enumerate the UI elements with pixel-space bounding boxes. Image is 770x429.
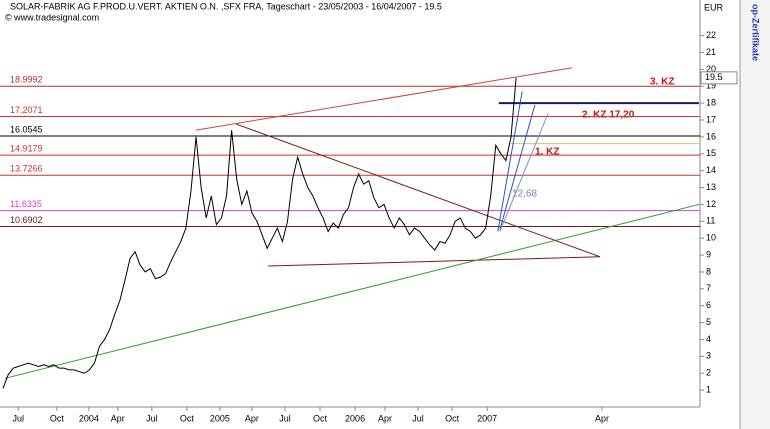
y-tick-label: 17: [706, 114, 716, 124]
trendline: [499, 104, 536, 230]
x-tick-label: Jul: [146, 413, 158, 423]
annotation: 12,68: [512, 189, 537, 200]
y-tick-label: 16: [706, 131, 716, 141]
side-label: op-Zertifikate: [751, 4, 761, 61]
y-tick-label: 20: [706, 64, 716, 74]
y-tick-label: 19: [706, 81, 716, 91]
price-line: [2, 77, 517, 389]
y-tick-label: 11: [706, 216, 715, 226]
y-tick-label: 21: [706, 47, 716, 57]
x-tick-label: Apr: [378, 413, 392, 423]
x-tick-label: Oct: [180, 413, 195, 423]
trendline: [236, 123, 601, 258]
y-tick-label: 15: [706, 148, 716, 158]
x-tick-label: Oct: [313, 413, 328, 423]
y-tick-label: 8: [706, 266, 711, 276]
annotation: 1. KZ: [535, 147, 559, 158]
y-tick-label: 10: [706, 233, 716, 243]
trendline: [195, 67, 573, 131]
side-panel: [740, 0, 770, 429]
y-tick-label: 2: [706, 368, 711, 378]
y-tick-label: 13: [706, 182, 716, 192]
x-tick-label: Apr: [245, 413, 259, 423]
level-label: 13.7266: [10, 164, 43, 174]
x-tick-label: Oct: [50, 413, 65, 423]
x-tick-label: Jul: [12, 413, 24, 423]
x-tick-label: 2004: [79, 413, 99, 423]
y-tick-label: 9: [706, 249, 711, 259]
x-tick-label: Apr: [595, 413, 609, 423]
y-tick-label: 4: [706, 334, 711, 344]
y-tick-label: 6: [706, 300, 711, 310]
x-tick-label: Jul: [279, 413, 291, 423]
level-label: 10.6902: [10, 215, 43, 225]
y-tick-label: 5: [706, 317, 711, 327]
annotation: 2. KZ 17,20: [582, 110, 635, 121]
y-tick-label: 18: [706, 98, 716, 108]
annotation: 3. KZ: [650, 77, 674, 88]
x-tick-label: Apr: [111, 413, 125, 423]
level-label: 18.9992: [10, 75, 43, 85]
last-price-label: 19.5: [705, 72, 723, 82]
credit: © www.tradesignal.com: [5, 12, 99, 22]
level-label: 17.2071: [10, 105, 43, 115]
y-tick-label: 7: [706, 283, 711, 293]
trendline: [499, 113, 549, 232]
y-tick-label: 14: [706, 165, 716, 175]
trendline: [4, 203, 700, 379]
x-tick-label: 2007: [477, 413, 497, 423]
x-tick-label: 2006: [345, 413, 365, 423]
trendline: [497, 91, 523, 232]
chart-title: SOLAR-FABRIK AG F.PROD.U.VERT. AKTIEN O.…: [10, 1, 442, 11]
x-tick-label: Jul: [412, 413, 424, 423]
last-price-box: [700, 71, 738, 85]
level-label: 14.9179: [10, 144, 43, 154]
level-label: 16.0545: [10, 124, 43, 134]
y-tick-label: 12: [706, 199, 716, 209]
y-tick-label: 1: [706, 384, 711, 394]
x-tick-label: Oct: [445, 413, 460, 423]
trendline: [268, 256, 600, 267]
x-tick-label: 2005: [210, 413, 230, 423]
y-tick-label: 22: [706, 30, 716, 40]
axis-unit: EUR: [704, 2, 724, 12]
level-label: 11.6335: [10, 199, 42, 209]
y-tick-label: 3: [706, 351, 711, 361]
